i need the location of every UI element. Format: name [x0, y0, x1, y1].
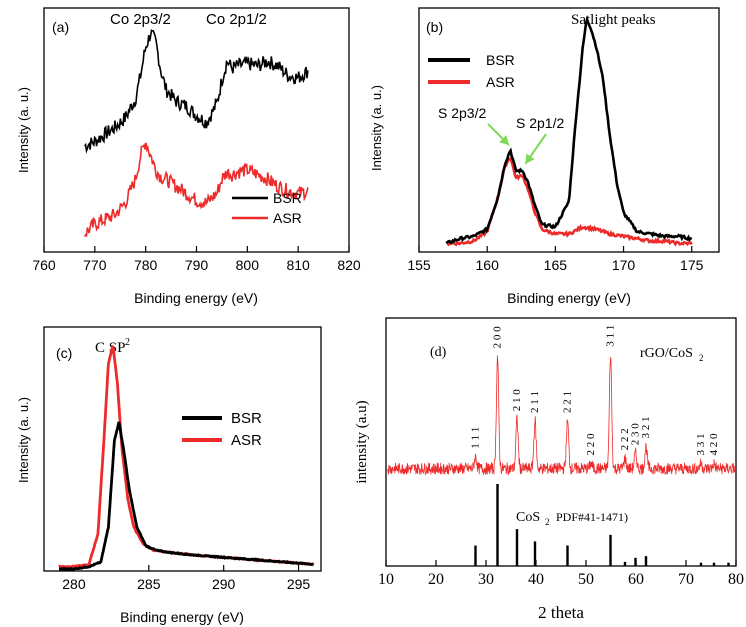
panel-a-series-asr-line — [83, 142, 309, 238]
panel-a-label: (a) — [52, 19, 69, 35]
panel-b-x-axis-title: Binding energy (eV) — [507, 290, 631, 306]
hkl-label: 2 2 1 — [562, 391, 574, 413]
x-tick-label: 800 — [236, 257, 260, 273]
panel-b-annotation-satlight-peaks: Satlight peaks — [571, 12, 656, 28]
x-tick-label: 285 — [137, 576, 161, 592]
panel-a-x-axis-title: Binding energy (eV) — [134, 290, 258, 306]
x-tick-label: 60 — [628, 571, 644, 588]
x-tick-label: 70 — [678, 571, 694, 588]
panel-c: (c) C SP 2 BSR ASR 280 285 290 295 Binding … — [16, 326, 322, 625]
panel-c-y-axis-title: Intensity (a. u.) — [16, 397, 31, 483]
panel-d-annotation-series-subscript: 2 — [699, 353, 704, 363]
x-tick-label: 20 — [428, 571, 444, 588]
x-tick-label: 40 — [528, 571, 544, 588]
panel-c-label: (c) — [56, 345, 72, 361]
hkl-label: 2 2 2 — [619, 428, 631, 450]
x-tick-label: 160 — [476, 257, 500, 273]
panel-a-y-axis-title: Intensity (a. u.) — [16, 87, 31, 173]
panel-d-x-axis-title: 2 theta — [538, 603, 584, 622]
panel-b-series-bsr-line — [445, 15, 693, 245]
panel-b-frame — [418, 7, 720, 253]
hkl-label: 3 2 1 — [640, 417, 652, 439]
panel-c-x-axis-title: Binding energy (eV) — [120, 609, 244, 625]
x-tick-label: 170 — [612, 257, 636, 273]
panel-b-y-axis-title: Intensity (a. u.) — [369, 85, 384, 171]
panel-c-series-asr-line — [58, 345, 315, 569]
panel-b-label: (b) — [426, 19, 443, 35]
panel-d-xrd-pattern-line — [387, 355, 736, 476]
hkl-label: 3 1 1 — [605, 325, 617, 347]
x-tick-label: 820 — [337, 257, 361, 273]
panel-c-series-bsr-line — [58, 421, 314, 572]
panel-a-annotation-co-2p32: Co 2p3/2 — [110, 11, 171, 28]
x-tick-label: 50 — [578, 571, 594, 588]
panel-b-annotation-s-2p12: S 2p1/2 — [516, 115, 564, 131]
panel-c-annotation-sp-superscript: 2 — [125, 337, 130, 348]
x-tick-label: 80 — [728, 571, 744, 588]
panel-a-legend-asr-label: ASR — [273, 210, 302, 226]
panel-a-legend-bsr-label: BSR — [273, 190, 302, 206]
x-tick-label: 280 — [62, 576, 86, 592]
hkl-label: 2 2 0 — [585, 433, 597, 456]
hkl-label: 3 3 1 — [695, 434, 707, 456]
arrow-head-icon — [525, 153, 535, 164]
panel-d-y-axis-title: intensity (a.u) — [354, 400, 370, 483]
x-tick-label: 10 — [378, 571, 394, 588]
panel-d-hkl-labels: 1 1 1 2 0 0 2 1 0 2 1 1 2 2 1 2 2 0 3 1 1 2 2 2… — [470, 325, 721, 456]
x-tick-label: 295 — [287, 576, 311, 592]
x-tick-label: 760 — [32, 257, 56, 273]
panel-c-legend-asr-label: ASR — [231, 432, 262, 449]
hkl-label: 2 0 0 — [492, 326, 504, 349]
panel-c-annotation-c-sp: C SP — [95, 340, 125, 356]
panel-d-reference-sticks — [474, 484, 730, 566]
panel-b: (b) Satlight peaks BSR ASR S 2p3/2 S 2p1… — [369, 7, 720, 306]
panel-d-x-ticks: 10 20 30 40 50 60 70 80 — [378, 560, 744, 588]
panel-d-frame — [385, 317, 737, 567]
panel-b-legend-asr-label: ASR — [486, 74, 515, 90]
x-tick-label: 290 — [212, 576, 236, 592]
hkl-label: 4 2 0 — [708, 433, 720, 456]
panel-a-series-bsr-line — [84, 29, 309, 154]
panel-a: (a) Co 2p3/2 Co 2p1/2 760 770 780 790 800 810… — [16, 7, 361, 306]
panel-d-label: (d) — [430, 345, 447, 360]
panel-d-reference-subscript: 2 — [545, 517, 550, 527]
panel-c-legend-bsr-label: BSR — [231, 410, 262, 427]
panel-d-annotation-series-name: rGO/CoS — [640, 346, 693, 361]
x-tick-label: 770 — [83, 257, 107, 273]
x-tick-label: 155 — [407, 257, 431, 273]
panel-a-x-ticks: 760 770 780 790 800 810 820 — [32, 246, 361, 273]
panel-b-peak-arrows — [487, 123, 547, 165]
x-tick-label: 790 — [185, 257, 209, 273]
panel-d-reference-pdf: PDF#41-1471) — [556, 510, 628, 524]
panel-a-frame — [43, 7, 350, 253]
panel-b-x-ticks: 155 160 165 170 175 — [407, 246, 704, 273]
x-tick-label: 175 — [680, 257, 704, 273]
x-tick-label: 30 — [478, 571, 494, 588]
x-tick-label: 810 — [286, 257, 310, 273]
panel-b-annotation-s-2p32: S 2p3/2 — [438, 105, 486, 121]
hkl-label: 2 3 0 — [630, 423, 642, 446]
x-tick-label: 165 — [544, 257, 568, 273]
x-tick-label: 780 — [134, 257, 158, 273]
hkl-label: 1 1 1 — [470, 427, 482, 449]
panel-d: (d) rGO/CoS 2 CoS 2 PDF#41-1471) 1 1 1 2 … — [354, 317, 744, 622]
panel-c-x-ticks: 280 285 290 295 — [62, 565, 310, 592]
panel-c-frame — [43, 326, 322, 572]
arrow-head-icon — [499, 135, 509, 146]
panel-b-legend-bsr-label: BSR — [486, 52, 515, 68]
hkl-label: 2 1 1 — [529, 391, 541, 413]
panel-a-annotation-co-2p12: Co 2p1/2 — [206, 11, 267, 28]
panel-d-reference-label: CoS — [516, 510, 540, 525]
hkl-label: 2 1 0 — [511, 389, 523, 412]
